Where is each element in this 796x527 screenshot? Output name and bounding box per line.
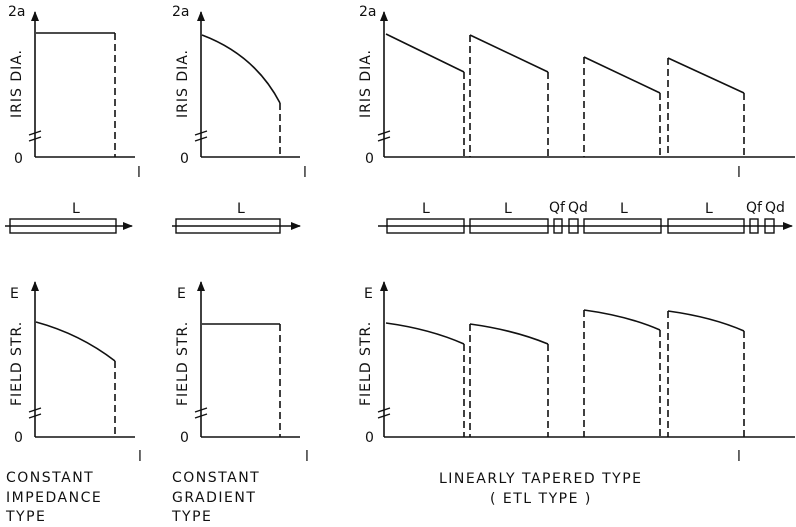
axis-break-mark	[377, 130, 391, 142]
section-box-L	[469, 218, 549, 234]
section-label-L: L	[620, 201, 628, 217]
panel-linearly-tapered: 2a 0 l IRIS DIA. L	[358, 4, 795, 507]
section-label-L: L	[422, 201, 430, 217]
field-curve	[35, 321, 116, 362]
section-label-L: L	[705, 201, 713, 217]
x-axis-label: l	[737, 165, 741, 181]
x-axis-label: l	[303, 165, 307, 181]
caption-line-2: GRADIENT	[172, 490, 256, 506]
field-str-label: FIELD STR.	[9, 321, 25, 406]
x-axis-label: l	[138, 449, 142, 465]
axis-break-mark	[194, 407, 208, 419]
section-label-L: L	[504, 201, 512, 217]
section-label-L: L	[72, 201, 80, 217]
field-plot-gradient: E 0 l FIELD STR.	[175, 281, 309, 465]
section-diagram-gradient: L	[172, 201, 301, 234]
zero-label: 0	[365, 430, 374, 446]
axis-break-mark	[28, 130, 42, 142]
caption-line-3: TYPE	[171, 509, 212, 525]
y-top-label: 2a	[359, 4, 377, 20]
iris-dia-label: IRIS DIA.	[358, 49, 374, 118]
section-box-L	[667, 218, 745, 234]
y-top-label: 2a	[172, 4, 190, 20]
quad-label-Qf: Qf	[549, 200, 566, 216]
caption-tapered: LINEARLY TAPERED TYPE ( ETL TYPE )	[439, 471, 643, 507]
panel-constant-impedance: 2a 0 l IRIS DIA. L E 0 l FIELD STR. CO	[5, 4, 142, 525]
caption-impedance: CONSTANT IMPEDANCE TYPE	[5, 470, 102, 525]
field-segment-2	[469, 323, 549, 345]
caption-line-1: CONSTANT	[172, 470, 260, 486]
zero-label: 0	[14, 430, 23, 446]
x-axis-label: l	[737, 449, 741, 465]
quad-label-Qf: Qf	[746, 200, 763, 216]
quad-label-Qd: Qd	[765, 200, 785, 216]
caption-line-2: IMPEDANCE	[6, 490, 102, 506]
caption-line-1: CONSTANT	[6, 470, 94, 486]
field-plot-tapered: E 0 l FIELD STR.	[358, 281, 795, 465]
e-label: E	[364, 286, 373, 302]
caption-line-2: ( ETL TYPE )	[490, 491, 592, 507]
field-segment-1	[385, 322, 465, 345]
iris-segment-1	[385, 33, 465, 73]
iris-dia-label: IRIS DIA.	[9, 49, 25, 118]
section-diagram-impedance: L	[5, 201, 133, 234]
section-box-L	[9, 218, 117, 234]
quad-box-Qf	[553, 218, 563, 234]
caption-gradient: CONSTANT GRADIENT TYPE	[171, 470, 260, 525]
zero-label: 0	[14, 151, 23, 167]
y-top-label: 2a	[8, 4, 26, 20]
quad-box-Qd	[764, 218, 775, 234]
quad-label-Qd: Qd	[568, 200, 588, 216]
field-segment-3	[583, 309, 661, 331]
zero-label: 0	[365, 151, 374, 167]
x-axis-label: l	[305, 449, 309, 465]
field-str-label: FIELD STR.	[175, 321, 191, 406]
iris-segment-3	[583, 56, 661, 94]
axis-break-mark	[194, 130, 208, 142]
section-box-L	[386, 218, 465, 234]
iris-plot-impedance: 2a 0 l IRIS DIA.	[8, 4, 141, 181]
caption-line-3: TYPE	[5, 509, 46, 525]
iris-dia-label: IRIS DIA.	[175, 49, 191, 118]
section-diagram-tapered: L L Qf Qd L L Qf Qd	[378, 200, 793, 234]
section-box-L	[175, 218, 281, 234]
x-axis-label: l	[137, 165, 141, 181]
field-plot-impedance: E 0 l FIELD STR.	[9, 281, 142, 465]
quad-box-Qf	[749, 218, 759, 234]
zero-label: 0	[180, 151, 189, 167]
e-label: E	[177, 286, 186, 302]
panel-constant-gradient: 2a 0 l IRIS DIA. L E 0 l FIELD STR. CONS…	[171, 4, 309, 525]
iris-curve	[201, 34, 281, 104]
iris-segment-4	[667, 57, 745, 94]
iris-plot-tapered: 2a 0 l IRIS DIA.	[358, 4, 795, 181]
section-label-L: L	[237, 201, 245, 217]
field-str-label: FIELD STR.	[358, 321, 374, 406]
axis-break-mark	[377, 407, 391, 419]
zero-label: 0	[180, 430, 189, 446]
iris-segment-2	[469, 34, 549, 73]
field-segment-4	[667, 310, 745, 332]
iris-plot-gradient: 2a 0 l IRIS DIA.	[172, 4, 307, 181]
e-label: E	[10, 286, 19, 302]
section-box-L	[583, 218, 662, 234]
caption-line-1: LINEARLY TAPERED TYPE	[439, 471, 643, 487]
axis-break-mark	[28, 407, 42, 419]
quad-box-Qd	[568, 218, 579, 234]
